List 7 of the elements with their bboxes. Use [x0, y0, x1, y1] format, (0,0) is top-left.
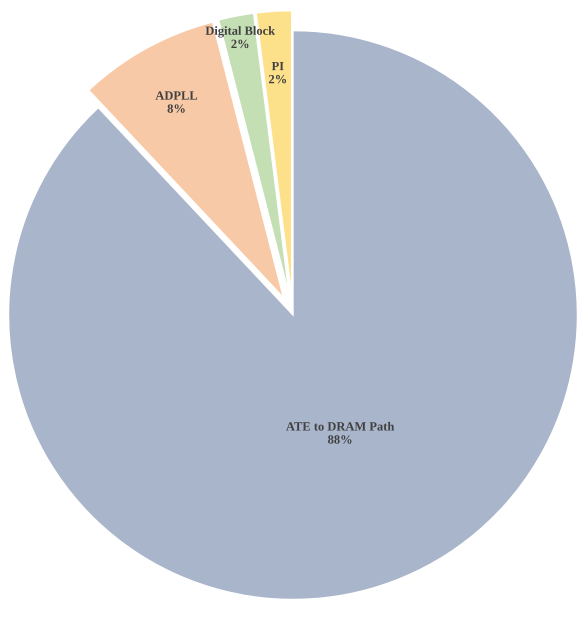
slice-label: ATE to DRAM Path [286, 422, 394, 431]
data-label: 88% [328, 435, 352, 444]
data-label: 2% [268, 74, 286, 84]
slice-label: ADPLL [155, 91, 198, 100]
data-label: 8% [168, 104, 185, 113]
data-label: 2% [231, 40, 248, 48]
slice-label: PI [272, 62, 284, 70]
